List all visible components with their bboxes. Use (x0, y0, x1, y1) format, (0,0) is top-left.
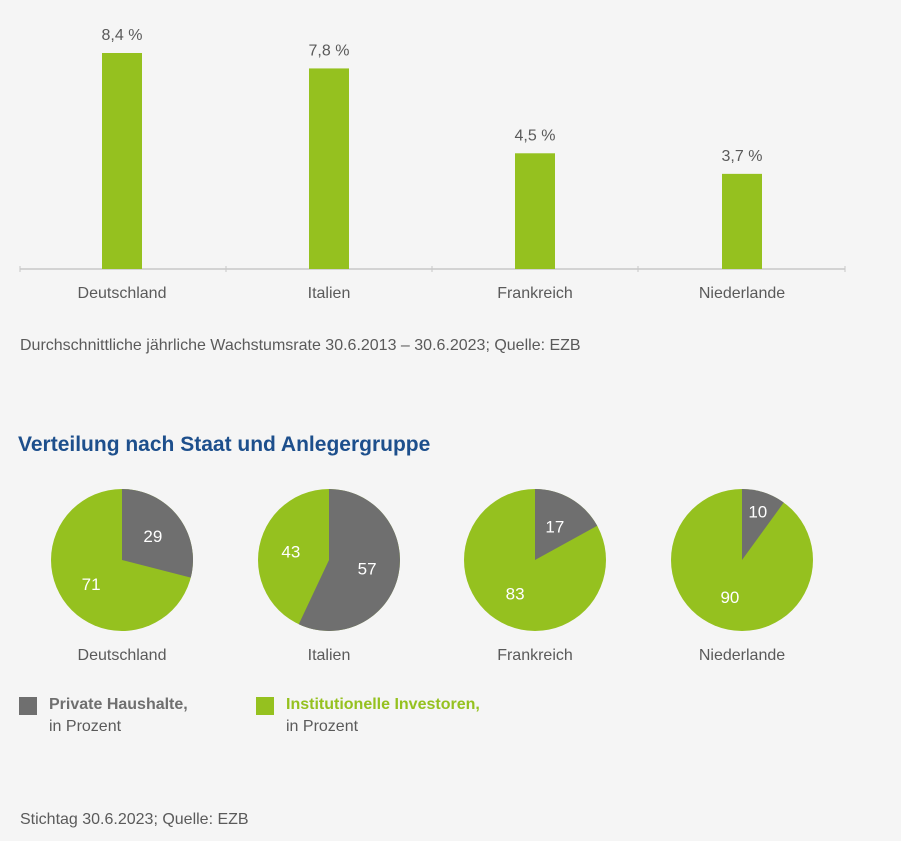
pie-value-label: 57 (358, 560, 377, 579)
pie-category-label: Niederlande (699, 647, 785, 664)
pie-chart-source: Stichtag 30.6.2023; Quelle: EZB (20, 811, 249, 828)
legend-unit: in Prozent (49, 718, 122, 735)
x-tick-label: Niederlande (699, 285, 785, 302)
x-tick-label: Deutschland (78, 285, 167, 302)
pie-category-label: Deutschland (78, 647, 167, 664)
pie-value-label: 43 (281, 542, 300, 561)
legend-label: Private Haushalte, (49, 696, 188, 713)
pie-chart-title: Verteilung nach Staat und Anlegergruppe (18, 433, 431, 456)
x-tick-label: Italien (308, 285, 351, 302)
bar (515, 153, 555, 269)
pie-slice-private (535, 489, 598, 560)
bar-value-label: 7,8 % (309, 42, 350, 59)
pie-category-label: Italien (308, 647, 351, 664)
bar-chart-source: Durchschnittliche jährliche Wachstumsrat… (20, 337, 581, 354)
bar (102, 53, 142, 269)
legend-item-institutional: Institutionelle Investoren, in Prozent (256, 694, 480, 738)
bar (309, 68, 349, 269)
pie-slice-private (742, 489, 784, 560)
pie-value-label: 10 (748, 502, 767, 521)
pie-value-label: 17 (545, 517, 564, 536)
legend-swatch-gray (19, 697, 37, 715)
legend-label: Institutionelle Investoren, (286, 696, 480, 713)
bar-value-label: 4,5 % (515, 127, 556, 144)
pie-category-label: Frankreich (497, 647, 573, 664)
pie-value-label: 71 (82, 575, 101, 594)
bar-value-label: 3,7 % (722, 148, 763, 165)
pie-slice-private (122, 489, 193, 578)
pie-value-label: 29 (143, 527, 162, 546)
pie-value-label: 83 (506, 585, 525, 604)
pie-slice-private (298, 489, 400, 631)
bar (722, 173, 762, 269)
x-tick-label: Frankreich (497, 285, 573, 302)
legend-item-private: Private Haushalte, in Prozent (19, 694, 188, 738)
pie-value-label: 90 (720, 588, 739, 607)
bar-value-label: 8,4 % (102, 27, 143, 44)
legend-swatch-green (256, 697, 274, 715)
legend-unit: in Prozent (286, 718, 359, 735)
